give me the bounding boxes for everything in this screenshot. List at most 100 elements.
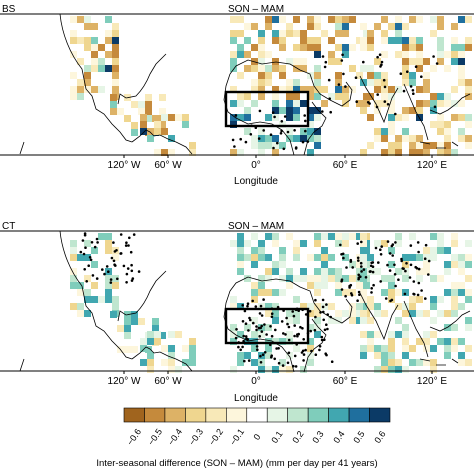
significance-dot bbox=[414, 65, 418, 68]
heat-cell bbox=[230, 30, 237, 37]
heat-cell bbox=[402, 366, 409, 373]
heat-cell bbox=[182, 121, 189, 128]
significance-dot bbox=[282, 332, 285, 335]
significance-dot bbox=[324, 60, 328, 64]
heat-cell bbox=[293, 93, 300, 100]
heat-cell bbox=[416, 338, 423, 345]
heat-cell bbox=[286, 317, 293, 324]
heat-cell bbox=[251, 254, 258, 261]
significance-dot bbox=[286, 361, 290, 365]
heat-cell bbox=[465, 359, 472, 366]
heat-cell bbox=[360, 345, 367, 352]
heat-cell bbox=[300, 303, 307, 310]
heat-cell bbox=[91, 44, 98, 51]
heat-cell bbox=[77, 16, 84, 23]
heat-cell bbox=[395, 289, 402, 296]
significance-dot bbox=[359, 261, 363, 265]
heat-cell bbox=[314, 86, 321, 93]
heat-cell bbox=[77, 93, 84, 100]
significance-dot bbox=[379, 248, 382, 251]
heat-cell bbox=[272, 149, 279, 156]
heat-cell bbox=[416, 275, 423, 282]
heat-cell bbox=[328, 16, 335, 23]
coastline bbox=[359, 292, 399, 341]
heat-cell bbox=[349, 44, 356, 51]
heat-cell bbox=[374, 100, 381, 107]
heat-cell bbox=[335, 86, 342, 93]
significance-dot bbox=[234, 336, 238, 340]
heat-cell bbox=[105, 37, 112, 44]
heat-cell bbox=[154, 331, 161, 338]
heat-cell bbox=[409, 37, 416, 44]
significance-dot bbox=[378, 53, 382, 56]
significance-dot bbox=[293, 324, 297, 327]
heat-cell bbox=[293, 240, 300, 247]
significance-dot bbox=[325, 303, 328, 306]
heat-cell bbox=[91, 51, 98, 58]
significance-dot bbox=[341, 252, 345, 256]
heat-cell bbox=[145, 101, 152, 108]
significance-dot bbox=[122, 264, 126, 268]
p2-xtick-2: 0° bbox=[251, 376, 261, 387]
heat-cell bbox=[360, 247, 367, 254]
heat-cell bbox=[388, 359, 395, 366]
heat-cell bbox=[70, 16, 77, 23]
heat-cell bbox=[374, 79, 381, 86]
heat-cell bbox=[423, 247, 430, 254]
heat-cell bbox=[251, 296, 258, 303]
heat-cell bbox=[367, 44, 374, 51]
heat-cell bbox=[70, 51, 77, 58]
heat-cell bbox=[388, 289, 395, 296]
colorbar-swatch bbox=[144, 407, 166, 423]
heat-cell bbox=[70, 303, 77, 310]
significance-dot bbox=[320, 335, 324, 339]
heat-cell bbox=[314, 72, 321, 79]
heat-cell bbox=[402, 345, 409, 352]
significance-dot bbox=[308, 309, 312, 313]
heat-cell bbox=[381, 128, 388, 135]
heat-cell bbox=[84, 310, 91, 317]
significance-dot bbox=[302, 359, 305, 362]
coastline bbox=[223, 290, 283, 348]
heat-cell bbox=[300, 128, 307, 135]
heat-cell bbox=[321, 254, 328, 261]
heat-cell bbox=[286, 86, 293, 93]
heat-cell bbox=[416, 65, 423, 72]
coastline bbox=[117, 53, 167, 105]
heat-cell bbox=[395, 23, 402, 30]
heat-cell bbox=[251, 331, 258, 338]
significance-dot bbox=[234, 114, 238, 117]
heat-cell bbox=[388, 331, 395, 338]
heat-cell bbox=[374, 352, 381, 359]
heat-cell bbox=[230, 37, 237, 44]
heat-cell bbox=[444, 310, 451, 317]
significance-dot bbox=[299, 325, 302, 329]
heat-cell bbox=[279, 359, 286, 366]
heat-cell bbox=[360, 23, 367, 30]
significance-dot bbox=[137, 270, 141, 273]
significance-dot bbox=[127, 244, 130, 247]
heat-cell bbox=[272, 107, 279, 114]
heat-cell bbox=[70, 37, 77, 44]
heat-cell bbox=[77, 289, 84, 296]
heat-cell bbox=[416, 58, 423, 65]
heat-cell bbox=[265, 79, 272, 86]
heat-cell bbox=[307, 37, 314, 44]
heat-cell bbox=[300, 366, 307, 373]
significance-dot bbox=[330, 360, 334, 364]
heat-cell bbox=[367, 30, 374, 37]
heat-cell bbox=[402, 275, 409, 282]
heat-cell bbox=[258, 247, 265, 254]
heat-cell bbox=[335, 93, 342, 100]
significance-dot bbox=[294, 365, 298, 368]
p1-xtick-3: 60° E bbox=[332, 160, 358, 171]
heat-cell bbox=[381, 149, 388, 156]
heat-cell bbox=[416, 107, 423, 114]
heat-cell bbox=[272, 16, 279, 23]
heat-cell bbox=[279, 107, 286, 114]
significance-dot bbox=[258, 109, 262, 113]
heat-cell bbox=[265, 72, 272, 79]
heat-cell bbox=[388, 86, 395, 93]
heat-cell bbox=[458, 72, 465, 79]
heat-cell bbox=[367, 142, 374, 149]
